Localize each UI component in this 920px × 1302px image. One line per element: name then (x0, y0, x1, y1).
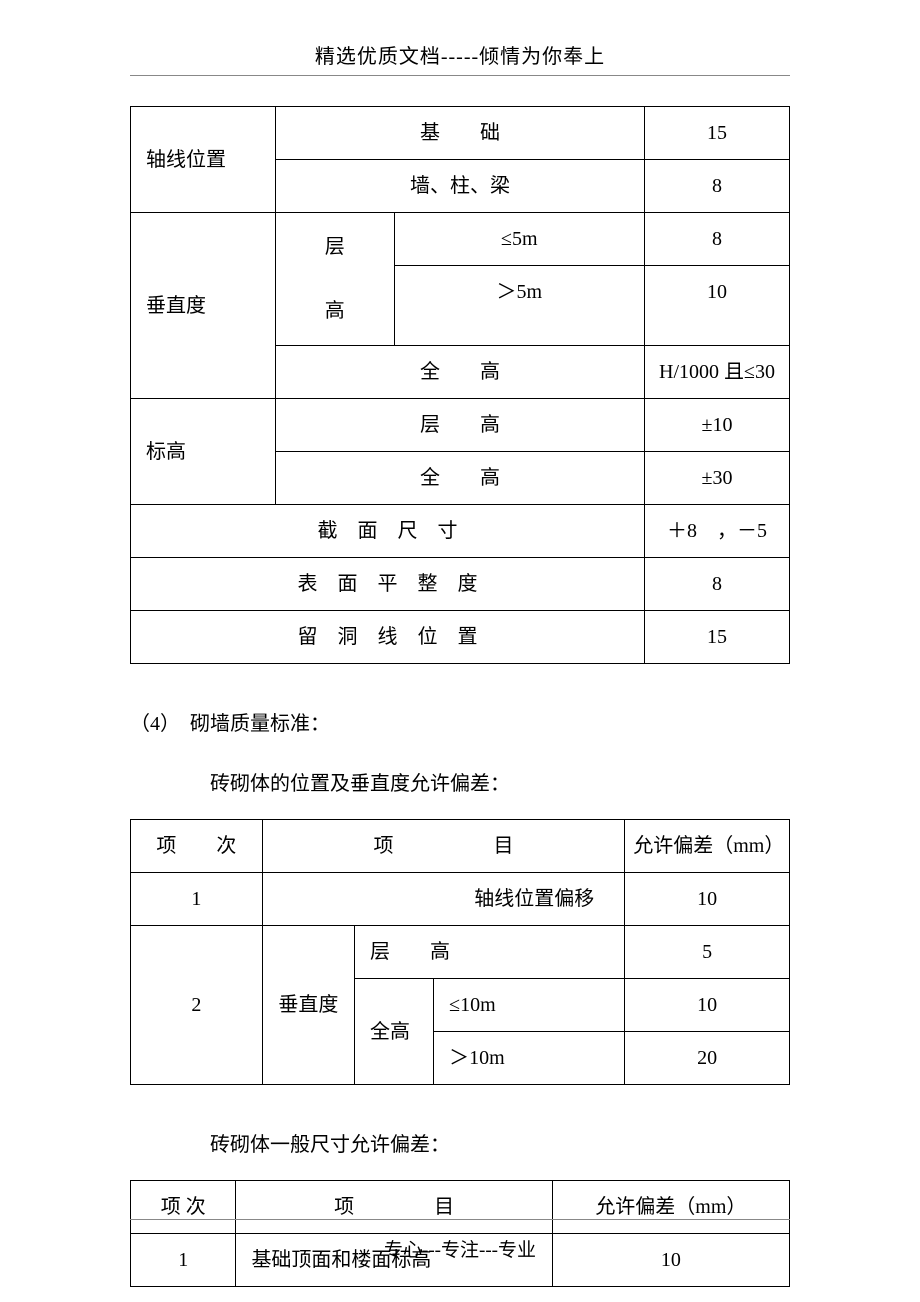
cell: 表 面 平 整 度 (131, 558, 645, 611)
table-row: 垂直度 层高 ≤5m 8 (131, 213, 790, 266)
cell: 层 高 (355, 926, 625, 979)
cell: 20 (625, 1032, 790, 1085)
page-header: 精选优质文档-----倾情为你奉上 (130, 40, 790, 69)
header-divider (130, 75, 790, 76)
cell: 垂直度 (131, 213, 276, 399)
cell: 项 目 (262, 820, 624, 873)
cell: 层 高 (275, 399, 644, 452)
cell: 10 (645, 266, 790, 346)
table-row: 2 垂直度 层 高 5 (131, 926, 790, 979)
table-row: 标高 层 高 ±10 (131, 399, 790, 452)
cell: 全 高 (275, 452, 644, 505)
cell: 层高 (275, 213, 394, 346)
section-subheading: 砖砌体一般尺寸允许偏差： (130, 1125, 790, 1165)
cell: 1 (131, 873, 263, 926)
cell: 全 高 (275, 346, 644, 399)
cell: 8 (645, 213, 790, 266)
table-row: 项 次 项 目 允许偏差（mm） (131, 820, 790, 873)
cell: 基 础 (275, 107, 644, 160)
cell: 15 (645, 611, 790, 664)
cell: ±30 (645, 452, 790, 505)
cell: 全高 (355, 979, 434, 1085)
cell: 标高 (131, 399, 276, 505)
cell: ≤10m (434, 979, 625, 1032)
section-heading: （4） 砌墙质量标准： (130, 704, 790, 744)
cell: 8 (645, 558, 790, 611)
table-row: 截 面 尺 寸 ＋8 ，－5 (131, 505, 790, 558)
cell: 截 面 尺 寸 (131, 505, 645, 558)
cell: H/1000 且≤30 (645, 346, 790, 399)
cell: ＞5m (394, 266, 644, 346)
cell: 10 (625, 873, 790, 926)
cell: 15 (645, 107, 790, 160)
cell: 允许偏差（mm） (625, 820, 790, 873)
cell: ≤5m (394, 213, 644, 266)
table-2: 项 次 项 目 允许偏差（mm） 1 轴线位置偏移 10 2 垂直度 层 高 5… (130, 819, 790, 1085)
cell: ±10 (645, 399, 790, 452)
table-row: 留 洞 线 位 置 15 (131, 611, 790, 664)
page-footer: 专心---专注---专业 (0, 1219, 920, 1262)
table-1: 轴线位置 基 础 15 墙、柱、梁 8 垂直度 层高 ≤5m 8 ＞5m 10 … (130, 106, 790, 664)
cell: ＞10m (434, 1032, 625, 1085)
cell: ＋8 ，－5 (645, 505, 790, 558)
cell: 垂直度 (262, 926, 354, 1085)
cell: 轴线位置偏移 (262, 873, 624, 926)
cell: 墙、柱、梁 (275, 160, 644, 213)
section-subheading: 砖砌体的位置及垂直度允许偏差： (130, 764, 790, 804)
cell: 10 (625, 979, 790, 1032)
footer-text: 专心---专注---专业 (384, 1240, 536, 1261)
cell: 5 (625, 926, 790, 979)
footer-divider (130, 1219, 790, 1220)
table-row: 表 面 平 整 度 8 (131, 558, 790, 611)
cell: 2 (131, 926, 263, 1085)
cell: 留 洞 线 位 置 (131, 611, 645, 664)
cell: 项 次 (131, 820, 263, 873)
cell: 8 (645, 160, 790, 213)
cell: 轴线位置 (131, 107, 276, 213)
table-row: 1 轴线位置偏移 10 (131, 873, 790, 926)
table-row: 轴线位置 基 础 15 (131, 107, 790, 160)
